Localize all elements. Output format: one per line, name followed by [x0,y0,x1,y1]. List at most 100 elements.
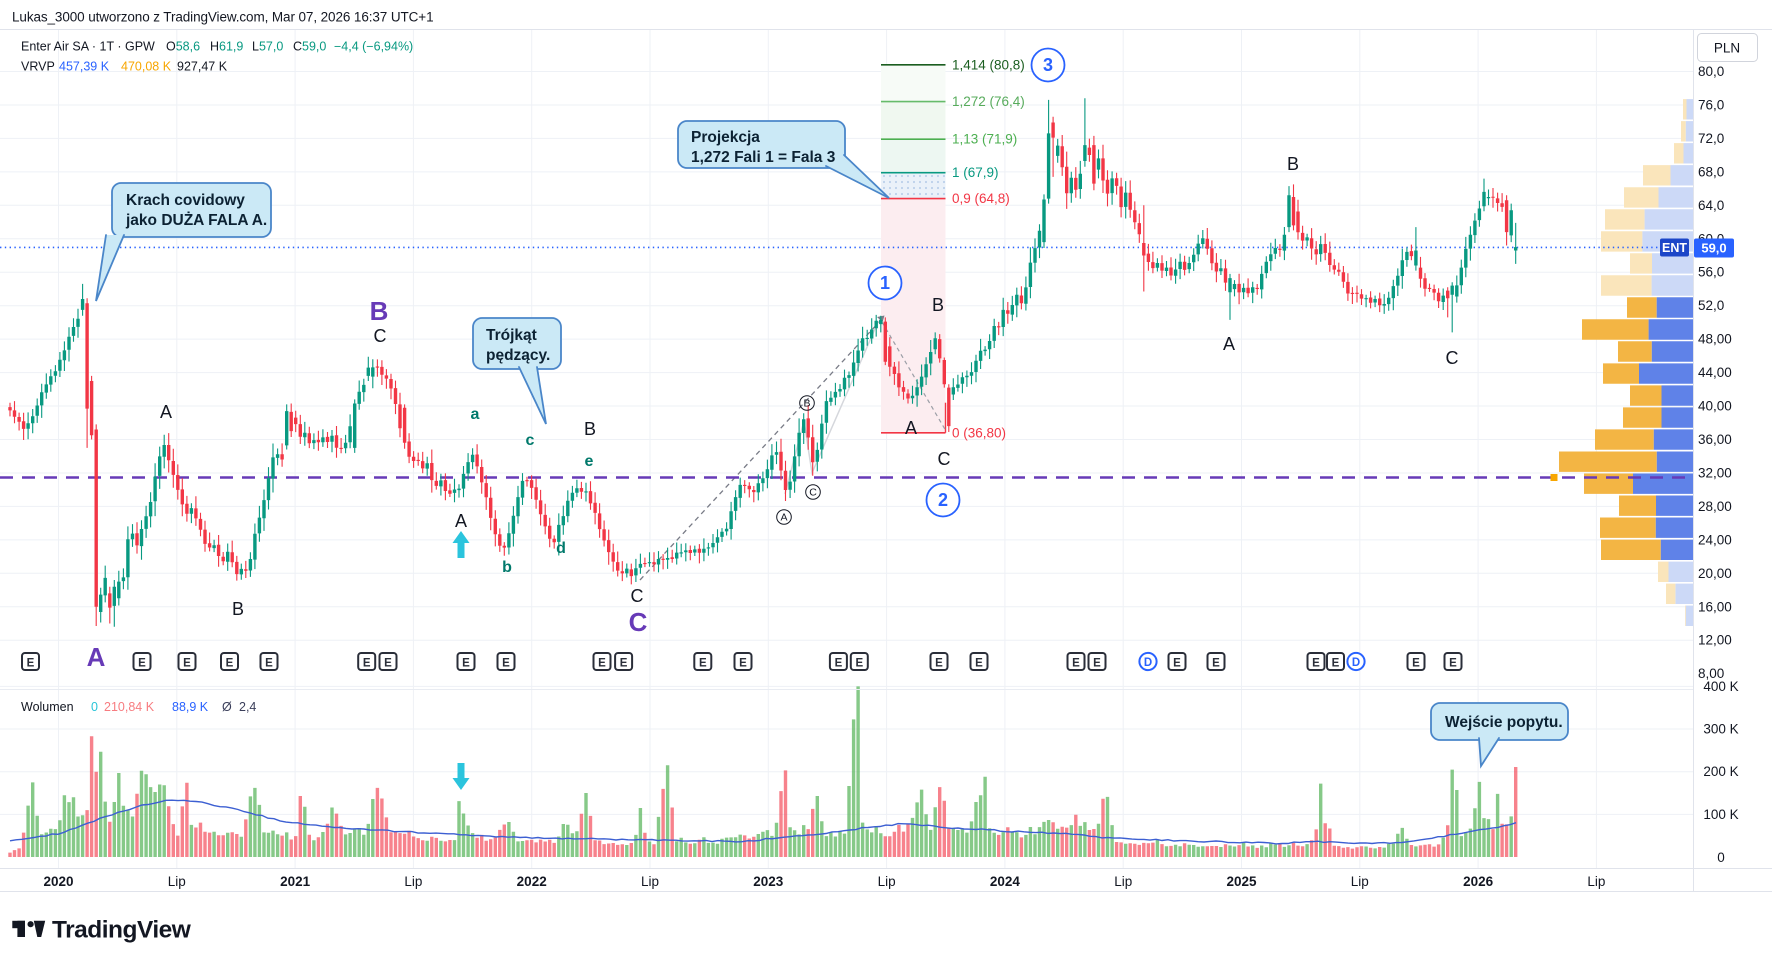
svg-text:E: E [384,657,392,669]
svg-text:E: E [699,657,707,669]
svg-text:Lip: Lip [1351,874,1369,889]
svg-text:E: E [620,657,628,669]
svg-text:PLN: PLN [1714,41,1740,56]
svg-text:E: E [598,657,606,669]
svg-text:76,0: 76,0 [1698,98,1724,113]
svg-text:c: c [526,432,535,449]
svg-text:44,00: 44,00 [1698,365,1732,380]
svg-text:C: C [938,449,951,469]
svg-text:24,00: 24,00 [1698,532,1732,547]
svg-text:jako DUŻA FALA A.: jako DUŻA FALA A. [125,212,267,229]
svg-text:8,00: 8,00 [1698,666,1724,681]
svg-text:Lip: Lip [1114,874,1132,889]
svg-text:20,00: 20,00 [1698,566,1732,581]
svg-text:1 (67,9): 1 (67,9) [952,165,999,180]
svg-text:100 K: 100 K [1703,807,1738,822]
svg-text:Lip: Lip [1587,874,1605,889]
svg-text:56,0: 56,0 [1698,265,1724,280]
svg-text:0: 0 [1717,850,1725,865]
svg-text:C: C [809,487,817,499]
svg-text:E: E [835,657,843,669]
svg-text:E: E [1212,657,1220,669]
svg-text:C: C [1446,348,1459,368]
svg-text:2025: 2025 [1226,874,1257,889]
svg-text:B: B [584,419,596,439]
svg-text:48,00: 48,00 [1698,332,1732,347]
svg-text:28,00: 28,00 [1698,499,1732,514]
svg-text:E: E [1332,657,1340,669]
svg-text:TradingView: TradingView [52,917,192,944]
svg-text:C: C [629,607,648,637]
svg-text:59,0: 59,0 [1701,241,1726,256]
svg-text:E: E [1173,657,1181,669]
svg-text:2: 2 [938,490,948,510]
svg-text:Projekcja: Projekcja [691,129,760,146]
svg-text:E: E [27,657,35,669]
svg-text:A: A [905,418,917,438]
svg-text:1,414 (80,8): 1,414 (80,8) [952,57,1025,72]
svg-text:E: E [502,657,510,669]
svg-text:1,272 (76,4): 1,272 (76,4) [952,94,1025,109]
svg-text:3: 3 [1043,55,1053,75]
svg-text:E: E [226,657,234,669]
svg-text:E: E [363,657,371,669]
svg-text:2024: 2024 [990,874,1021,889]
svg-text:D: D [1144,657,1152,669]
svg-text:0,9 (64,8): 0,9 (64,8) [952,191,1010,206]
svg-text:C: C [631,586,644,606]
svg-text:E: E [1449,657,1457,669]
svg-text:E: E [183,657,191,669]
svg-text:52,0: 52,0 [1698,298,1724,313]
svg-text:Lip: Lip [641,874,659,889]
svg-text:D: D [1352,657,1360,669]
svg-text:ENT: ENT [1662,241,1687,255]
svg-text:B: B [232,599,244,619]
svg-text:16,00: 16,00 [1698,599,1732,614]
svg-text:36,00: 36,00 [1698,432,1732,447]
svg-text:E: E [739,657,747,669]
svg-text:B: B [803,398,810,410]
svg-text:Lip: Lip [404,874,422,889]
svg-text:2026: 2026 [1463,874,1494,889]
svg-text:A: A [1223,334,1235,354]
svg-text:E: E [1412,657,1420,669]
svg-text:2022: 2022 [517,874,547,889]
svg-text:Lip: Lip [168,874,186,889]
svg-text:400 K: 400 K [1703,679,1738,694]
svg-text:A: A [160,402,172,422]
svg-text:Krach covidowy: Krach covidowy [126,192,245,209]
svg-text:E: E [855,657,863,669]
svg-text:C: C [374,326,387,346]
svg-text:B: B [370,296,389,326]
svg-text:1: 1 [880,273,890,293]
svg-text:E: E [462,657,470,669]
svg-text:a: a [471,406,480,423]
svg-text:2023: 2023 [753,874,784,889]
svg-text:0 (36,80): 0 (36,80) [952,425,1006,440]
svg-text:E: E [138,657,146,669]
svg-text:pędzący.: pędzący. [486,347,550,364]
svg-text:E: E [975,657,983,669]
svg-text:2020: 2020 [43,874,73,889]
svg-text:E: E [1072,657,1080,669]
svg-text:B: B [932,295,944,315]
svg-text:E: E [265,657,273,669]
svg-text:Lip: Lip [878,874,896,889]
svg-text:Trójkąt: Trójkąt [486,327,537,344]
svg-text:80,0: 80,0 [1698,64,1724,79]
svg-text:300 K: 300 K [1703,722,1738,737]
svg-text:A: A [87,642,106,672]
svg-text:E: E [935,657,943,669]
svg-text:E: E [1093,657,1101,669]
svg-text:Wejście popytu.: Wejście popytu. [1445,714,1563,731]
svg-text:A: A [455,511,467,531]
svg-text:1,13 (71,9): 1,13 (71,9) [952,132,1017,147]
svg-text:2021: 2021 [280,874,311,889]
svg-text:Lukas_3000 utworzono z Trading: Lukas_3000 utworzono z TradingView.com, … [12,10,433,25]
svg-text:E: E [1312,657,1320,669]
svg-text:64,0: 64,0 [1698,198,1724,213]
svg-text:d: d [556,540,566,557]
